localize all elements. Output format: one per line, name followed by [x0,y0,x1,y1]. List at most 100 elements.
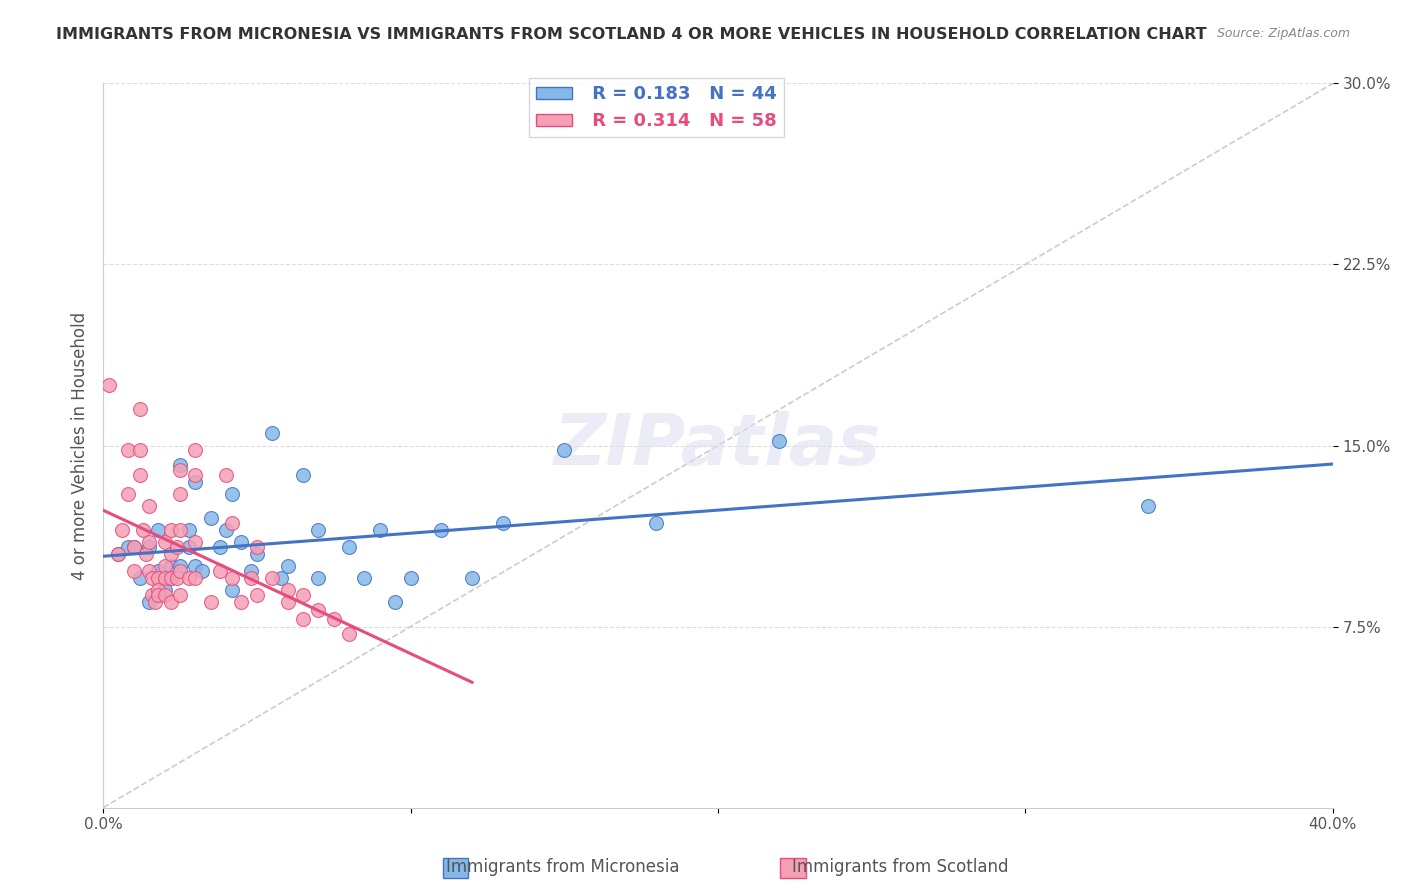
Point [179,540,201,554]
Point [184,443,207,458]
Point [246,588,269,602]
Point [399,571,422,585]
Point [277,559,299,574]
Point [169,588,191,602]
Point [262,426,284,441]
Point [221,571,243,585]
Point [117,443,139,458]
Point [148,583,170,598]
Point [239,571,262,585]
Point [138,499,160,513]
Point [122,540,145,554]
Y-axis label: 4 or more Vehicles in Household: 4 or more Vehicles in Household [72,311,89,580]
Point [138,595,160,609]
Point [208,540,231,554]
Point [291,612,314,626]
Point [169,463,191,477]
Point [246,540,269,554]
Point [492,516,515,530]
Point [117,487,139,501]
Point [184,559,207,574]
Point [169,523,191,537]
Point [322,612,344,626]
Point [291,467,314,482]
Point [148,564,170,578]
Point [107,547,129,561]
Point [307,523,329,537]
Point [337,627,360,641]
Point [107,547,129,561]
Point [200,595,222,609]
Point [159,523,181,537]
Point [337,540,360,554]
Point [231,535,253,549]
Point [129,443,152,458]
Point [169,487,191,501]
Point [184,535,207,549]
Point [430,523,453,537]
Point [153,571,176,585]
Point [1137,499,1160,513]
Point [231,595,253,609]
Point [159,559,181,574]
Point [145,595,167,609]
Point [132,523,155,537]
Point [277,583,299,598]
Text: ZIPatlas: ZIPatlas [554,411,882,480]
Text: Immigrants from Scotland: Immigrants from Scotland [792,858,1008,876]
Point [148,571,170,585]
Point [270,571,292,585]
Point [221,487,243,501]
Point [200,511,222,525]
Point [353,571,375,585]
Point [153,559,176,574]
Point [159,571,181,585]
Point [768,434,790,448]
Point [141,571,163,585]
Point [221,583,243,598]
Point [129,571,152,585]
Point [166,540,188,554]
Point [129,402,152,417]
Point [553,443,575,458]
Point [179,523,201,537]
Text: IMMIGRANTS FROM MICRONESIA VS IMMIGRANTS FROM SCOTLAND 4 OR MORE VEHICLES IN HOU: IMMIGRANTS FROM MICRONESIA VS IMMIGRANTS… [56,27,1206,42]
Point [159,547,181,561]
Point [159,571,181,585]
Legend:  R = 0.183   N = 44,  R = 0.314   N = 58: R = 0.183 N = 44, R = 0.314 N = 58 [529,78,785,137]
Point [277,595,299,609]
Point [184,571,207,585]
Point [138,564,160,578]
Point [384,595,406,609]
Point [291,588,314,602]
Point [98,378,121,392]
Point [148,588,170,602]
Point [645,516,668,530]
Point [169,559,191,574]
Point [117,540,139,554]
Point [368,523,391,537]
Point [166,571,188,585]
Point [153,535,176,549]
Point [122,540,145,554]
Point [138,540,160,554]
Point [221,516,243,530]
Point [135,547,157,561]
Point [184,467,207,482]
Point [208,564,231,578]
Point [461,571,484,585]
Text: Immigrants from Micronesia: Immigrants from Micronesia [446,858,679,876]
Point [169,564,191,578]
Point [169,458,191,472]
Point [215,467,238,482]
Point [110,523,132,537]
Point [262,571,284,585]
Point [179,571,201,585]
Point [129,467,152,482]
Point [307,603,329,617]
Text: Source: ZipAtlas.com: Source: ZipAtlas.com [1216,27,1350,40]
Point [141,588,163,602]
Point [138,535,160,549]
Point [122,564,145,578]
Point [153,588,176,602]
